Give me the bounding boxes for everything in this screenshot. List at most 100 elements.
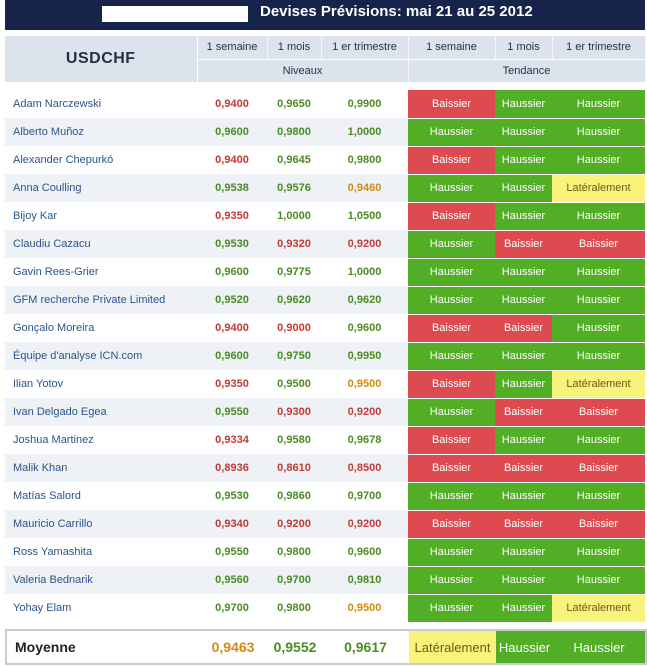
level-month: 0,8610	[267, 454, 321, 482]
level-month: 1,0000	[277, 210, 311, 222]
level-week: 0,9350	[215, 378, 249, 390]
analyst-name: Alexander Chepurkó	[13, 154, 114, 166]
table-row: Valeria Bednarik 0,9560 0,9700 0,9810 Haussi…	[5, 566, 645, 595]
analyst-name: Claudiu Cazacu	[5, 230, 197, 258]
trend-week: Haussier	[408, 594, 495, 623]
level-month: 0,9620	[267, 286, 321, 314]
table-row: Gonçalo Moreira 0,9400 0,9000 0,9600 Baissie…	[5, 314, 645, 343]
level-quarter: 0,9810	[321, 566, 408, 594]
trend-quarter: Haussier	[552, 482, 645, 511]
level-month: 0,9300	[267, 398, 321, 426]
level-week: 0,9538	[197, 174, 267, 202]
trend-quarter: Baissier	[552, 398, 645, 427]
level-quarter: 0,9620	[321, 286, 408, 314]
analyst-name: Joshua Martinez	[13, 434, 94, 446]
average-level-month: 0,9552	[273, 639, 317, 655]
table-row: GFM recherche Private Limited 0,9520 0,962…	[5, 286, 645, 315]
trend-quarter: Baissier	[552, 230, 645, 259]
trend-quarter: Haussier	[552, 90, 645, 119]
table-row: Ilian Yotov 0,9350 0,9500 0,9500 Baissier Hau…	[5, 370, 645, 399]
level-week: 0,9350	[215, 210, 249, 222]
trend-quarter: Haussier	[552, 314, 645, 343]
trend-week: Baissier	[408, 90, 495, 119]
analyst-name: GFM recherche Private Limited	[5, 286, 197, 314]
pair-label: USDCHF	[5, 36, 198, 82]
trend-week: Baissier	[408, 454, 495, 483]
trend-week: Haussier	[408, 482, 495, 511]
forecast-rows: Adam Narczewski 0,9400 0,9650 0,9900 Baissie…	[5, 90, 645, 630]
trend-quarter: Latéralement	[552, 370, 645, 399]
trend-week: Haussier	[408, 342, 495, 371]
trend-quarter: Haussier	[552, 426, 645, 455]
level-quarter: 0,9500	[347, 602, 382, 614]
level-week: 0,9700	[215, 602, 249, 614]
trend-month: Baissier	[495, 230, 552, 259]
trend-week: Haussier	[408, 174, 495, 203]
trend-week: Haussier	[408, 286, 495, 315]
level-quarter: 0,9200	[321, 398, 408, 426]
level-week: 0,9400	[215, 322, 249, 334]
trend-month: Baissier	[495, 398, 552, 427]
table-row: Alberto Muñoz 0,9600 0,9800 1,0000 Haussier H…	[5, 118, 645, 147]
level-week: 0,9334	[215, 434, 249, 446]
level-week: 0,9340	[197, 510, 267, 538]
table-row: Équipe d'analyse ICN.com 0,9600 0,9750 0,99…	[5, 342, 645, 371]
table-row: Gavin Rees-Grier 0,9600 0,9775 1,0000 Haussi…	[5, 258, 645, 287]
trend-quarter: Haussier	[552, 146, 645, 175]
trend-quarter: Haussier	[552, 118, 645, 147]
level-month: 0,9750	[267, 342, 321, 370]
trend-week: Baissier	[408, 370, 495, 399]
table-row: Claudiu Cazacu 0,9530 0,9320 0,9200 Haussier…	[5, 230, 645, 259]
header-trend-quarter: 1 er trimestre	[552, 36, 646, 60]
average-label: Moyenne	[15, 639, 76, 655]
group-header-levels: Niveaux	[197, 59, 409, 82]
level-quarter: 1,0000	[347, 266, 382, 278]
level-quarter: 1,0500	[347, 210, 382, 222]
header-levels-week: 1 semaine	[197, 36, 268, 60]
trend-month: Haussier	[495, 118, 552, 147]
average-trend-month: Haussier	[496, 630, 553, 664]
level-quarter: 0,9950	[321, 342, 408, 370]
trend-quarter: Haussier	[552, 258, 645, 287]
level-month: 0,9775	[277, 266, 311, 278]
trend-quarter: Baissier	[552, 510, 645, 539]
level-quarter: 0,9800	[347, 154, 382, 166]
trend-month: Haussier	[495, 258, 552, 287]
header-levels-quarter: 1 er trimestre	[321, 36, 409, 60]
trend-month: Haussier	[495, 482, 552, 511]
analyst-name: Ilian Yotov	[13, 378, 64, 390]
analyst-name: Alberto Muñoz	[5, 118, 197, 146]
trend-month: Haussier	[495, 538, 552, 567]
trend-month: Baissier	[495, 510, 552, 539]
trend-week: Baissier	[408, 314, 495, 343]
analyst-name: Ross Yamashita	[13, 546, 93, 558]
table-row: Ross Yamashita 0,9550 0,9800 0,9600 Haussier…	[5, 538, 645, 567]
trend-month: Haussier	[495, 146, 552, 175]
table-row: Bijoy Kar 0,9350 1,0000 1,0500 Baissier Hauss…	[5, 202, 645, 231]
table-row: Joshua Martinez 0,9334 0,9580 0,9678 Baissie…	[5, 426, 645, 455]
trend-quarter: Haussier	[552, 286, 645, 315]
average-trend-quarter: Haussier	[553, 630, 646, 664]
trend-month: Haussier	[495, 370, 552, 399]
level-month: 0,9000	[277, 322, 311, 334]
level-week: 0,9530	[197, 230, 267, 258]
analyst-name: Mauricio Carrillo	[5, 510, 197, 538]
analyst-name: Ivan Delgado Egea	[5, 398, 197, 426]
title-bar: Devises Prévisions: mai 21 au 25 2012	[5, 0, 645, 30]
table-row: Ivan Delgado Egea 0,9550 0,9300 0,9200 Hauss…	[5, 398, 645, 427]
trend-month: Haussier	[495, 90, 552, 119]
trend-week: Haussier	[408, 258, 495, 287]
trend-month: Haussier	[495, 174, 552, 203]
trend-week: Baissier	[408, 510, 495, 539]
trend-week: Haussier	[408, 118, 495, 147]
trend-month: Haussier	[495, 566, 552, 595]
analyst-name: Anna Coulling	[5, 174, 197, 202]
trend-month: Haussier	[495, 342, 552, 371]
level-quarter: 0,9700	[347, 490, 382, 502]
level-month: 0,9645	[277, 154, 311, 166]
level-week: 0,9600	[197, 342, 267, 370]
level-quarter: 0,9460	[321, 174, 408, 202]
level-quarter: 0,9678	[347, 434, 382, 446]
trend-week: Baissier	[408, 146, 495, 175]
analyst-name: Matías Salord	[13, 490, 81, 502]
